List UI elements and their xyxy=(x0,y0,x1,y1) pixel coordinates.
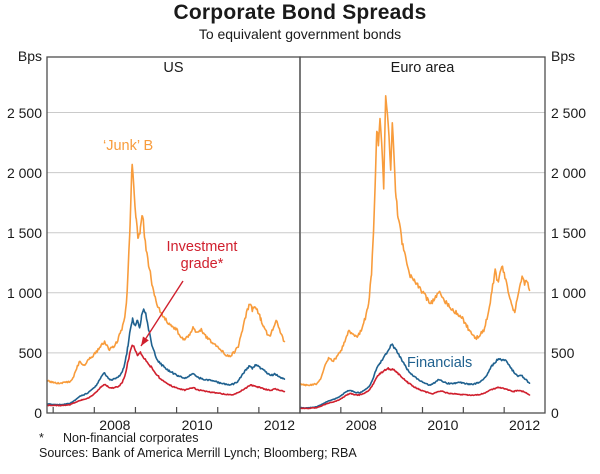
y-axis-label: 2 000 xyxy=(6,164,42,181)
y-axis-label: 1 000 xyxy=(6,284,42,301)
page-title: Corporate Bond Spreads xyxy=(173,1,427,24)
y-axis-label: 500 xyxy=(18,344,42,361)
annotation-arrow xyxy=(140,280,184,347)
y-axis-unit-left: Bps xyxy=(17,48,42,64)
y-axis-label: 2 500 xyxy=(6,104,42,121)
x-axis-label: 2008 xyxy=(345,417,377,433)
annotation-investment-grade-line1: Investment xyxy=(166,239,238,255)
y-axis-label: 1 000 xyxy=(551,284,587,301)
series-line-junk xyxy=(47,163,286,385)
annotation-financials: Financials xyxy=(407,355,473,371)
series-line-investment_grade xyxy=(47,344,286,407)
page-subtitle: To equivalent government bonds xyxy=(198,26,402,42)
y-axis-unit-right: Bps xyxy=(551,48,576,64)
panel-frame xyxy=(46,56,301,414)
series-line-junk xyxy=(300,95,531,387)
annotation-investment-grade-line2: grade* xyxy=(180,256,224,272)
annotation-investment-grade: Investment grade* xyxy=(155,239,249,273)
series-line-financials xyxy=(300,343,531,409)
y-axis-label: 0 xyxy=(34,405,42,421)
x-axis-label: 2010 xyxy=(181,417,213,433)
series-line-financials xyxy=(47,308,286,406)
footnote-text: Non-financial corporates xyxy=(63,431,199,445)
annotation-junk-b: ‘Junk’ B xyxy=(103,138,154,154)
footnote-marker: * xyxy=(39,431,44,445)
x-axis-label: 2012 xyxy=(509,417,541,433)
y-axis-label: 500 xyxy=(551,344,575,361)
y-axis-label: 1 500 xyxy=(6,224,42,241)
panel-title-us: US xyxy=(163,60,184,76)
x-axis-label: 2012 xyxy=(263,417,295,433)
x-axis-label: 2008 xyxy=(99,417,131,433)
series-line-investment_grade xyxy=(300,366,531,410)
y-axis-label: 2 500 xyxy=(551,104,587,121)
y-axis-label: 1 500 xyxy=(551,224,587,241)
annotation-arrowhead xyxy=(141,336,149,346)
y-axis-label: 0 xyxy=(551,405,559,421)
panel-title-euro: Euro area xyxy=(390,60,455,76)
y-axis-label: 2 000 xyxy=(551,164,587,181)
x-axis-label: 2010 xyxy=(427,417,459,433)
sources-text: Sources: Bank of America Merrill Lynch; … xyxy=(39,446,357,460)
